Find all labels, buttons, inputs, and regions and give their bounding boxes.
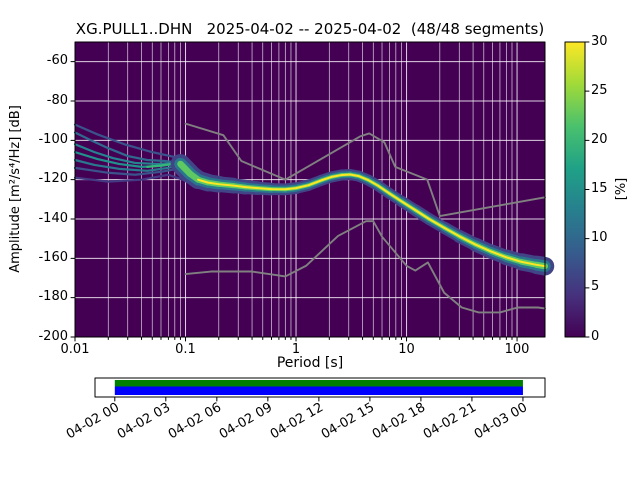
x-tick-label: 0.1: [175, 342, 196, 357]
x-tick-label: 0.01: [60, 342, 90, 357]
y-tick-label: -60: [46, 53, 68, 69]
colorbar-tick-label: 15: [591, 181, 608, 196]
colorbar-label: [%]: [613, 177, 629, 201]
y-tick-label: -100: [38, 131, 68, 147]
colorbar-tick-label: 5: [591, 279, 600, 295]
y-tick-label: -120: [38, 171, 68, 187]
y-axis-label: Amplitude [m²/s⁴/Hz] [dB]: [7, 105, 23, 273]
y-tick-label: -180: [38, 289, 68, 305]
colorbar-tick-label: 10: [591, 230, 608, 246]
x-tick-label: 10: [398, 342, 415, 357]
x-tick-label: 1: [291, 342, 301, 357]
x-axis-label: Period [s]: [276, 355, 344, 371]
y-tick-label: -200: [38, 328, 68, 344]
colorbar-tick-label: 0: [591, 328, 600, 344]
colorbar-tick-label: 25: [591, 82, 608, 98]
plot-title: XG.PULL1..DHN 2025-04-02 -- 2025-04-02 (…: [75, 20, 545, 38]
x-tick-label: 100: [504, 342, 530, 357]
y-tick-label: -140: [38, 210, 68, 226]
y-tick-label: -160: [38, 249, 68, 265]
y-tick-label: -80: [46, 92, 68, 108]
colorbar-tick-label: 30: [591, 33, 608, 49]
colorbar-tick-label: 20: [591, 131, 608, 147]
